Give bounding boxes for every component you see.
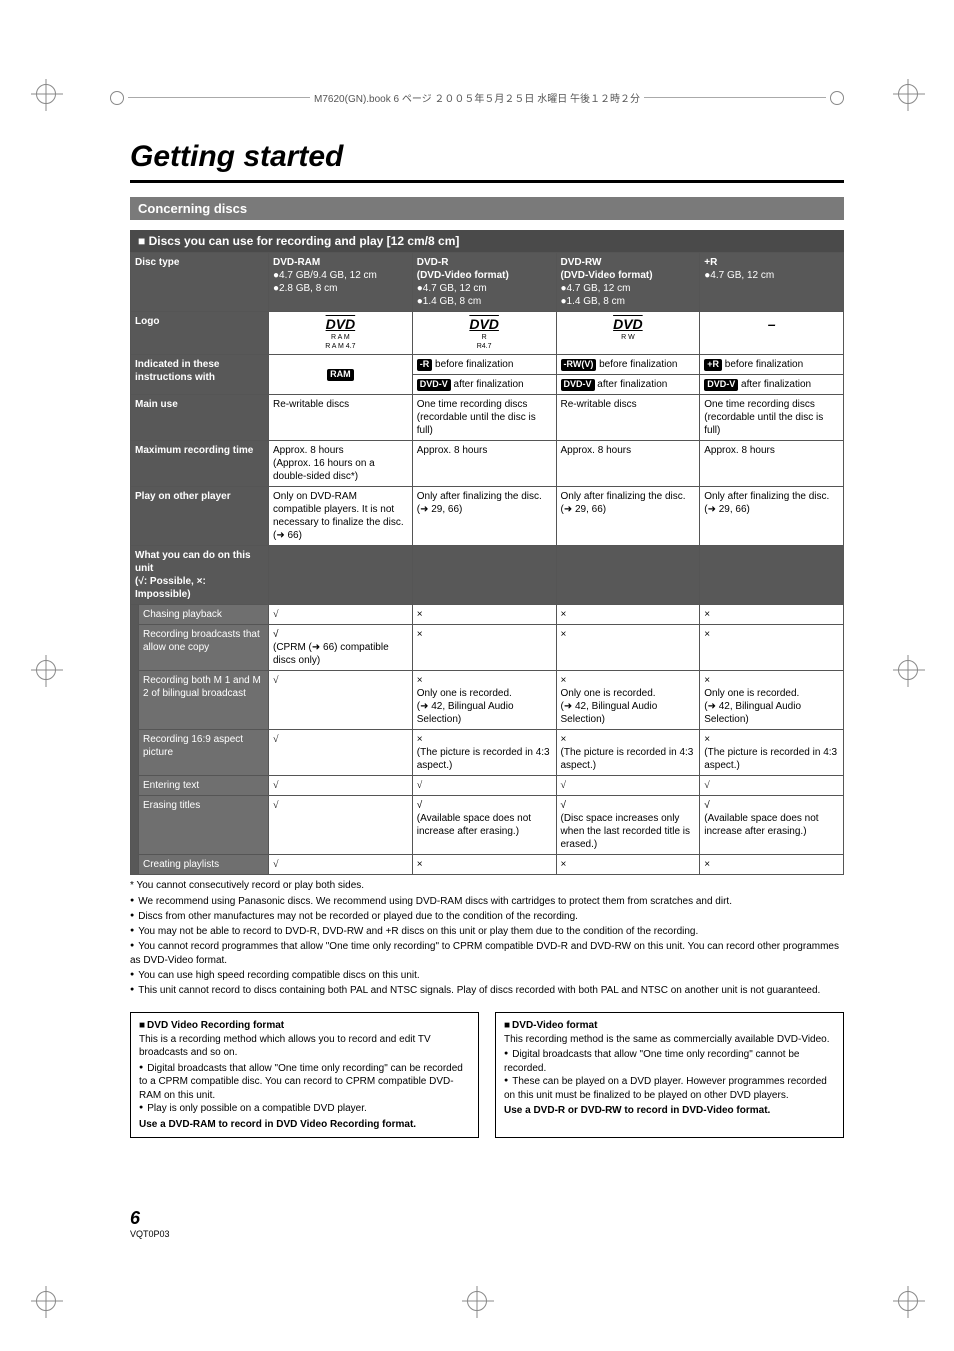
po-r: Only after finalizing the disc. (➜ 29, 6…	[412, 487, 556, 546]
section-bar: Concerning discs	[130, 197, 844, 220]
row-aspect-r: × (The picture is recorded in 4:3 aspect…	[412, 730, 556, 776]
mr-ram: Approx. 8 hours (Approx. 16 hours on a d…	[269, 441, 413, 487]
po-ram: Only on DVD-RAM compatible players. It i…	[269, 487, 413, 546]
row-entering-pr: √	[700, 776, 844, 796]
hdr-play-other: Play on other player	[131, 487, 269, 546]
hdr-indicated: Indicated in these instructions with	[131, 355, 269, 395]
ind-ram: RAM	[269, 355, 413, 395]
logo-r: DVDR R4.7	[412, 312, 556, 355]
right-bold: Use a DVD-R or DVD-RW to record in DVD-V…	[504, 1104, 835, 1118]
po-pr: Only after finalizing the disc. (➜ 29, 6…	[700, 487, 844, 546]
logo-ram: DVDR A M R A M 4.7	[269, 312, 413, 355]
ind-pr-before: +R before finalization	[700, 355, 844, 375]
notes-list: We recommend using Panasonic discs. We r…	[130, 895, 844, 998]
row-erasing-label: Erasing titles	[139, 796, 269, 855]
disc-table: Disc type DVD-RAM●4.7 GB/9.4 GB, 12 cm ●…	[130, 252, 844, 875]
note-item: You cannot record programmes that allow …	[130, 940, 844, 968]
ind-pr-after: DVD-V after finalization	[700, 375, 844, 395]
row-erasing-pr: √ (Available space does not increase aft…	[700, 796, 844, 855]
row-chasing-pr: ×	[700, 605, 844, 625]
row-onecopy-ram: √ (CPRM (➜ 66) compatible discs only)	[269, 625, 413, 671]
row-entering-rw: √	[556, 776, 700, 796]
ind-r-before: -R before finalization	[412, 355, 556, 375]
right-item: These can be played on a DVD player. How…	[504, 1075, 835, 1102]
note-item: This unit cannot record to discs contain…	[130, 984, 844, 998]
row-onecopy-pr: ×	[700, 625, 844, 671]
page-footer: 6 VQT0P03	[130, 1208, 844, 1239]
po-rw: Only after finalizing the disc. (➜ 29, 6…	[556, 487, 700, 546]
note-item: Discs from other manufactures may not be…	[130, 910, 844, 924]
logo-rw: DVDR W	[556, 312, 700, 355]
subsection-bar: Discs you can use for recording and play…	[130, 230, 844, 252]
note-item: We recommend using Panasonic discs. We r…	[130, 895, 844, 909]
row-chasing-r: ×	[412, 605, 556, 625]
row-onecopy-rw: ×	[556, 625, 700, 671]
mu-pr: One time recording discs (recordable unt…	[700, 395, 844, 441]
page-number: 6	[130, 1208, 140, 1228]
hdr-logo: Logo	[131, 312, 269, 355]
row-erasing-r: √ (Available space does not increase aft…	[412, 796, 556, 855]
row-aspect-pr: × (The picture is recorded in 4:3 aspect…	[700, 730, 844, 776]
row-erasing-ram: √	[269, 796, 413, 855]
note-item: You can use high speed recording compati…	[130, 969, 844, 983]
right-title: DVD-Video format	[504, 1019, 835, 1033]
logo-pr: –	[700, 312, 844, 355]
ind-rw-after: DVD-V after finalization	[556, 375, 700, 395]
notes-block: * You cannot consecutively record or pla…	[130, 879, 844, 998]
row-aspect-ram: √	[269, 730, 413, 776]
row-chasing-label: Chasing playback	[139, 605, 269, 625]
note-asterisk: * You cannot consecutively record or pla…	[130, 879, 844, 893]
row-playlists-r: ×	[412, 855, 556, 875]
right-intro: This recording method is the same as com…	[504, 1033, 835, 1047]
info-boxes: DVD Video Recording format This is a rec…	[130, 1012, 844, 1138]
mu-rw: Re-writable discs	[556, 395, 700, 441]
page-content: Getting started Concerning discs Discs y…	[0, 0, 954, 1299]
left-title: DVD Video Recording format	[139, 1019, 470, 1033]
hdr-r: DVD-R (DVD-Video format)●4.7 GB, 12 cm ●…	[412, 253, 556, 312]
ind-r-after: DVD-V after finalization	[412, 375, 556, 395]
info-box-right: DVD-Video format This recording method i…	[495, 1012, 844, 1138]
row-playlists-rw: ×	[556, 855, 700, 875]
row-aspect-rw: × (The picture is recorded in 4:3 aspect…	[556, 730, 700, 776]
left-bold: Use a DVD-RAM to record in DVD Video Rec…	[139, 1118, 470, 1132]
row-aspect-label: Recording 16:9 aspect picture	[139, 730, 269, 776]
row-erasing-rw: √ (Disc space increases only when the la…	[556, 796, 700, 855]
mr-pr: Approx. 8 hours	[700, 441, 844, 487]
mr-rw: Approx. 8 hours	[556, 441, 700, 487]
mu-r: One time recording discs (recordable unt…	[412, 395, 556, 441]
row-bilingual-label: Recording both M 1 and M 2 of bilingual …	[139, 671, 269, 730]
mu-ram: Re-writable discs	[269, 395, 413, 441]
hdr-ram: DVD-RAM●4.7 GB/9.4 GB, 12 cm ●2.8 GB, 8 …	[269, 253, 413, 312]
hdr-max-rec: Maximum recording time	[131, 441, 269, 487]
row-entering-label: Entering text	[139, 776, 269, 796]
hdr-what-you-can: What you can do on this unit (√: Possibl…	[131, 546, 269, 605]
left-item: Play is only possible on a compatible DV…	[139, 1102, 470, 1116]
row-playlists-label: Creating playlists	[139, 855, 269, 875]
hdr-disc-type: Disc type	[131, 253, 269, 312]
row-onecopy-r: ×	[412, 625, 556, 671]
page-title: Getting started	[130, 140, 844, 183]
row-entering-r: √	[412, 776, 556, 796]
row-bilingual-pr: × Only one is recorded. (➜ 42, Bilingual…	[700, 671, 844, 730]
left-intro: This is a recording method which allows …	[139, 1033, 470, 1060]
mr-r: Approx. 8 hours	[412, 441, 556, 487]
note-item: You may not be able to record to DVD-R, …	[130, 925, 844, 939]
row-bilingual-rw: × Only one is recorded. (➜ 42, Bilingual…	[556, 671, 700, 730]
row-onecopy-label: Recording broadcasts that allow one copy	[139, 625, 269, 671]
row-playlists-pr: ×	[700, 855, 844, 875]
hdr-pr: +R●4.7 GB, 12 cm	[700, 253, 844, 312]
row-chasing-ram: √	[269, 605, 413, 625]
right-item: Digital broadcasts that allow "One time …	[504, 1048, 835, 1075]
row-playlists-ram: √	[269, 855, 413, 875]
left-item: Digital broadcasts that allow "One time …	[139, 1062, 470, 1103]
row-entering-ram: √	[269, 776, 413, 796]
hdr-rw: DVD-RW (DVD-Video format)●4.7 GB, 12 cm …	[556, 253, 700, 312]
ind-rw-before: -RW(V) before finalization	[556, 355, 700, 375]
row-chasing-rw: ×	[556, 605, 700, 625]
info-box-left: DVD Video Recording format This is a rec…	[130, 1012, 479, 1138]
footer-code: VQT0P03	[130, 1229, 170, 1239]
row-bilingual-ram: √	[269, 671, 413, 730]
row-bilingual-r: × Only one is recorded. (➜ 42, Bilingual…	[412, 671, 556, 730]
hdr-main-use: Main use	[131, 395, 269, 441]
